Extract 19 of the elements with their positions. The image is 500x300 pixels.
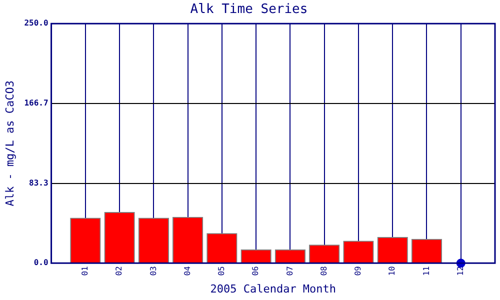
x-tick-label: 03 <box>148 266 158 276</box>
x-tick-label: 05 <box>217 266 226 276</box>
x-tick-label: 10 <box>388 266 397 276</box>
x-tick-label: 07 <box>285 266 294 276</box>
x-tick-label: 08 <box>319 266 328 276</box>
y-axis-title: Alk - mg/L as CaCO3 <box>3 80 16 206</box>
x-tick-label: 12 <box>456 266 465 276</box>
y-tick-label: 166.7 <box>24 98 48 108</box>
x-tick-label: 11 <box>422 266 431 276</box>
x-tick-label: 06 <box>251 266 260 276</box>
y-tick-label: 250.0 <box>24 18 48 28</box>
y-tick-label: 0.0 <box>34 258 48 268</box>
x-tick-label: 04 <box>182 266 192 276</box>
x-tick-label: 02 <box>114 266 124 276</box>
x-tick-label: 01 <box>80 266 90 276</box>
x-tick-label: 09 <box>354 266 363 276</box>
y-tick-label: 83.3 <box>29 178 48 188</box>
chart-title: Alk Time Series <box>190 2 308 18</box>
x-axis-title: 2005 Calendar Month <box>210 282 336 296</box>
